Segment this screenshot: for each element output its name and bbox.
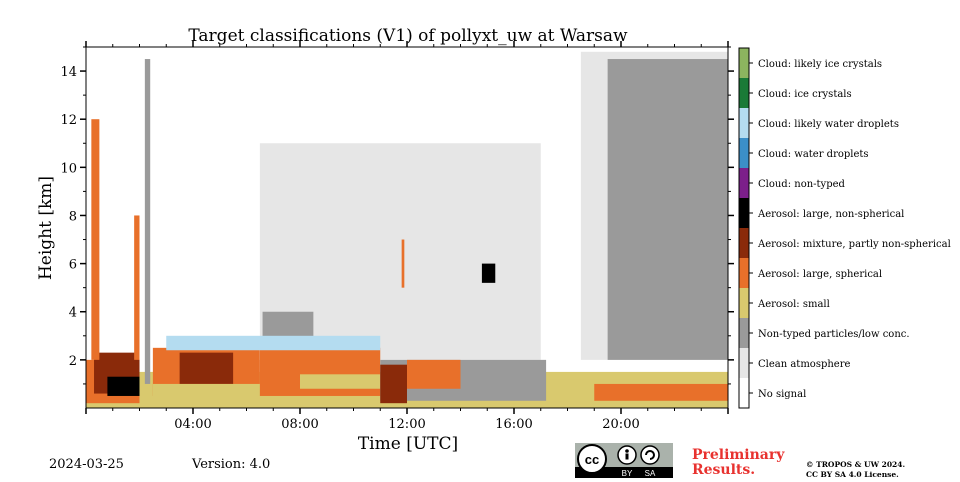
license-by-label: BY (622, 469, 633, 478)
heatmap-region-18 (481, 263, 496, 283)
cc-license-badge: cc BY SA (575, 443, 673, 478)
heatmap-region-16 (380, 364, 407, 404)
copyright-notice: © TROPOS & UW 2024. CC BY SA 4.0 License… (806, 460, 956, 480)
legend-swatch (739, 138, 749, 168)
legend-swatch (739, 48, 749, 78)
heatmap-region-17 (407, 359, 461, 389)
chart-title: Target classifications (V1) of pollyxt_u… (188, 26, 628, 46)
y-axis-label: Height [km] (36, 176, 56, 280)
heatmap-area (86, 51, 728, 408)
preliminary-notice: Preliminary Results. (692, 448, 802, 478)
legend-label: Cloud: likely ice crystals (758, 59, 882, 70)
version-label: Version: 4.0 (192, 457, 271, 472)
y-tick-label: 14 (60, 65, 77, 80)
svg-text:cc: cc (585, 452, 599, 467)
heatmap-region-4 (91, 119, 100, 360)
heatmap-region-14 (300, 374, 381, 389)
legend-label: Non-typed particles/low conc. (758, 329, 910, 340)
preliminary-line-2: Results. (692, 462, 756, 478)
y-tick-label: 2 (69, 354, 77, 369)
x-tick-label: 04:00 (174, 417, 211, 432)
x-tick-label: 12:00 (388, 417, 425, 432)
legend-swatch (739, 168, 749, 198)
legend-swatch (739, 318, 749, 348)
heatmap-region-3 (107, 376, 140, 396)
y-tick-label: 12 (60, 113, 77, 128)
legend-swatch (739, 258, 749, 288)
y-tick-label: 4 (69, 306, 77, 321)
x-tick-label: 08:00 (281, 417, 318, 432)
legend-label: Cloud: ice crystals (758, 89, 852, 100)
y-tick-label: 10 (60, 161, 77, 176)
heatmap-region-23 (594, 383, 728, 401)
legend-swatch (739, 288, 749, 318)
legend-label: Cloud: water droplets (758, 149, 869, 160)
y-tick-label: 6 (69, 258, 77, 273)
x-axis-label: Time [UTC] (358, 434, 458, 454)
legend-label: Aerosol: mixture, partly non-spherical (757, 239, 951, 250)
sa-icon (640, 445, 660, 465)
heatmap-region-8 (179, 352, 234, 384)
legend-label: Clean atmosphere (758, 359, 851, 370)
legend-label: Cloud: non-typed (758, 179, 846, 190)
legend-swatch (739, 198, 749, 228)
preliminary-line-1: Preliminary (692, 447, 785, 463)
legend-swatch (739, 228, 749, 258)
legend-label: Aerosol: large, non-spherical (757, 209, 904, 220)
heatmap-region-5 (134, 215, 140, 360)
license-sa-label: SA (645, 469, 656, 478)
heatmap-region-13 (166, 335, 381, 351)
heatmap-region-6 (144, 59, 151, 384)
colorbar-legend: Cloud: likely ice crystals Cloud: ice cry… (738, 47, 951, 409)
legend-swatch (739, 378, 749, 408)
legend-label: Cloud: likely water droplets (758, 119, 899, 130)
heatmap-region-21 (607, 59, 728, 360)
x-tick-label: 16:00 (495, 417, 532, 432)
legend-label: Aerosol: large, spherical (757, 269, 882, 280)
legend-label: No signal (758, 389, 806, 400)
legend-label: Aerosol: small (757, 299, 830, 310)
copyright-line-1: © TROPOS & UW 2024. (806, 460, 906, 469)
legend-swatch (739, 78, 749, 108)
axes: 04:00 08:00 12:00 16:00 20:00 2 4 6 8 10 12 14 (60, 41, 734, 432)
legend-swatch (739, 108, 749, 138)
legend-swatch (739, 348, 749, 378)
x-tick-label: 20:00 (602, 417, 639, 432)
heatmap-region-19 (401, 239, 405, 288)
colorbar-frame (738, 47, 750, 409)
y-tick-label: 8 (69, 209, 77, 224)
copyright-line-2: CC BY SA 4.0 License. (806, 470, 899, 479)
date-label: 2024-03-25 (49, 457, 124, 472)
